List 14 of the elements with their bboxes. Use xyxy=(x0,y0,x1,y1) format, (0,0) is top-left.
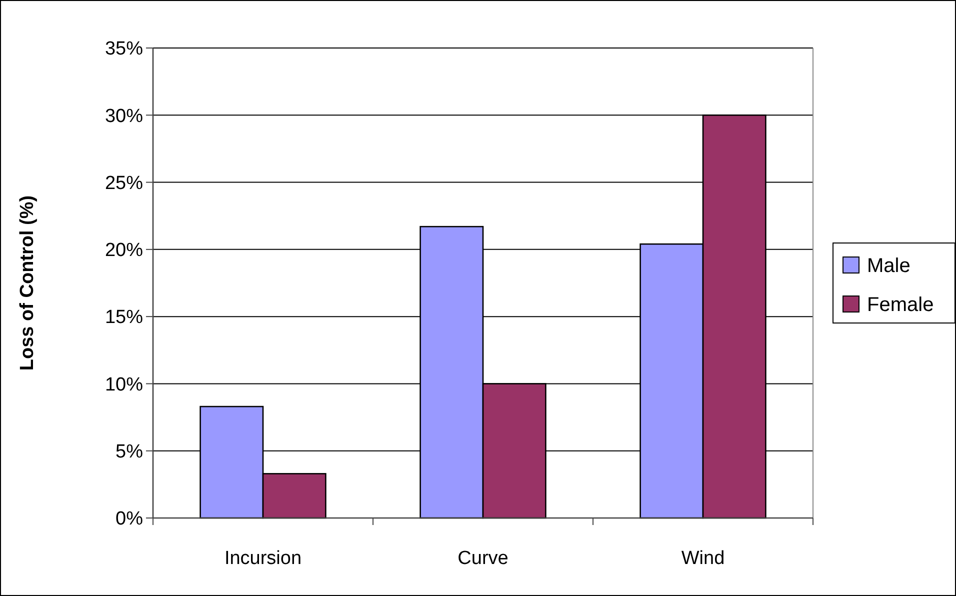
x-tick-label: Curve xyxy=(458,548,508,569)
y-tick-label: 35% xyxy=(104,38,144,60)
y-tick-label: 25% xyxy=(104,172,144,194)
y-tick-label: 5% xyxy=(116,442,144,463)
legend-label: Male xyxy=(867,255,910,277)
y-tick-label: 15% xyxy=(104,307,144,328)
legend-label: Female xyxy=(867,294,934,316)
y-tick-label: 0% xyxy=(116,508,144,530)
y-tick-label: 30% xyxy=(104,106,144,127)
y-tick-label: 10% xyxy=(104,374,144,396)
x-tick-label: Incursion xyxy=(224,548,302,569)
y-tick-label: 20% xyxy=(104,240,144,262)
x-tick-label: Wind xyxy=(681,548,725,569)
y-axis-title: Loss of Control (%) xyxy=(17,195,38,371)
